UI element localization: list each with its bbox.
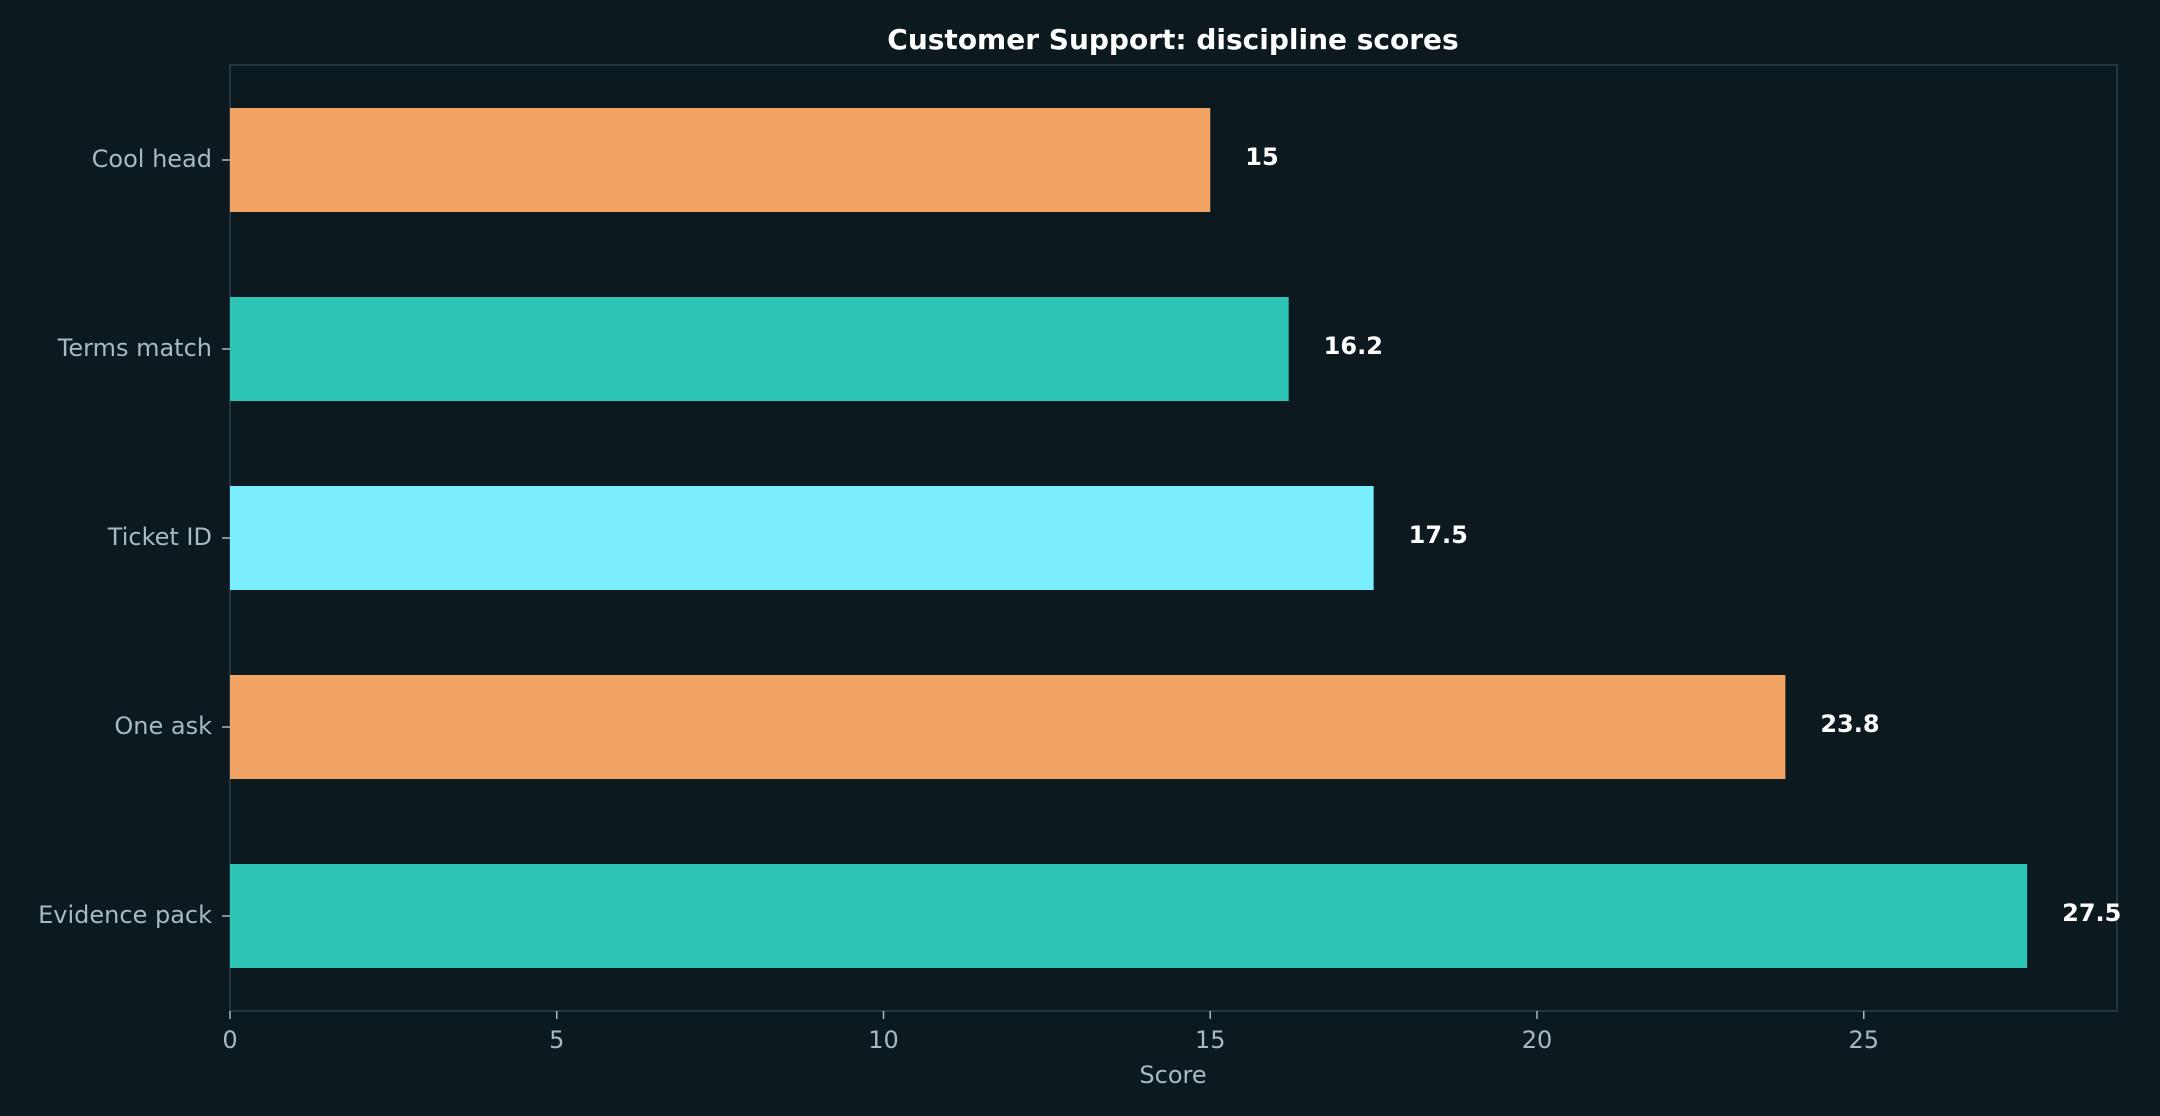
y-tick-label-one-ask: One ask (114, 712, 212, 740)
bar-ticket-id (230, 486, 1374, 590)
value-label-ticket-id: 17.5 (1409, 521, 1468, 549)
value-labels: 15 16.2 17.5 23.8 27.5 (1245, 143, 2121, 927)
x-tick-label: 20 (1522, 1026, 1553, 1054)
x-axis-label: Score (1139, 1061, 1206, 1089)
value-label-cool-head: 15 (1245, 143, 1278, 171)
value-label-one-ask: 23.8 (1820, 710, 1879, 738)
y-axis-labels: Cool head Terms match Ticket ID One ask Evid… (38, 145, 230, 929)
x-tick-label: 5 (549, 1026, 564, 1054)
bar-terms-match (230, 297, 1289, 401)
bar-one-ask (230, 675, 1786, 779)
x-tick-label: 0 (222, 1026, 237, 1054)
y-tick-label-cool-head: Cool head (92, 145, 212, 173)
y-tick-label-terms-match: Terms match (57, 334, 212, 362)
bar-evidence-pack (230, 864, 2028, 968)
bars-layer (230, 108, 2028, 968)
y-tick-label-ticket-id: Ticket ID (107, 523, 212, 551)
chart-title: Customer Support: discipline scores (887, 23, 1458, 56)
y-tick-label-evidence-pack: Evidence pack (38, 901, 212, 929)
bar-cool-head (230, 108, 1211, 212)
x-tick-label: 10 (868, 1026, 899, 1054)
value-label-terms-match: 16.2 (1324, 332, 1383, 360)
x-tick-label: 15 (1195, 1026, 1226, 1054)
value-label-evidence-pack: 27.5 (2062, 899, 2121, 927)
x-axis-ticks: 0 5 10 15 20 25 (222, 1011, 1879, 1054)
x-tick-label: 25 (1848, 1026, 1879, 1054)
